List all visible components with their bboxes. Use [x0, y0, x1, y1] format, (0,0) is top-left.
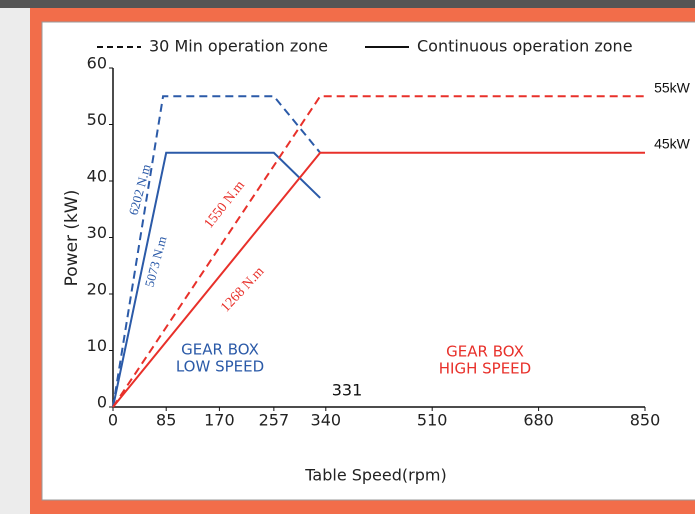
annotation: 331 [332, 381, 363, 400]
annotation: HIGH SPEED [439, 360, 531, 378]
x-tick-label: 340 [311, 411, 342, 430]
y-tick-label: 20 [87, 280, 107, 299]
x-tick-label: 680 [523, 411, 554, 430]
legend-label: 30 Min operation zone [149, 37, 328, 56]
top-bar [0, 0, 695, 8]
x-tick-label: 850 [630, 411, 661, 430]
x-tick-label: 0 [108, 411, 118, 430]
y-tick-label: 60 [87, 54, 107, 73]
y-tick-label: 30 [87, 223, 107, 242]
series-line [112, 95, 321, 408]
x-tick-label: 85 [156, 411, 176, 430]
x-tick-label: 510 [417, 411, 448, 430]
series-line [112, 151, 321, 408]
series-line [112, 151, 645, 408]
y-axis-label: Power (kW) [62, 190, 82, 287]
annotation: GEAR BOX [446, 343, 524, 361]
series-line [112, 95, 645, 408]
panel [41, 21, 695, 501]
annotation: GEAR BOX [181, 341, 259, 359]
x-tick-label: 257 [259, 411, 290, 430]
annotation: LOW SPEED [176, 358, 264, 376]
y-tick-label: 40 [87, 167, 107, 186]
x-axis-label: Table Speed(rpm) [304, 466, 446, 485]
annotation: 55kW [654, 80, 691, 96]
y-tick-label: 0 [97, 393, 107, 412]
y-tick-label: 10 [87, 336, 107, 355]
annotation: 45kW [654, 136, 691, 152]
y-tick-label: 50 [87, 110, 107, 129]
x-tick-label: 170 [204, 411, 235, 430]
legend-label: Continuous operation zone [417, 37, 633, 56]
